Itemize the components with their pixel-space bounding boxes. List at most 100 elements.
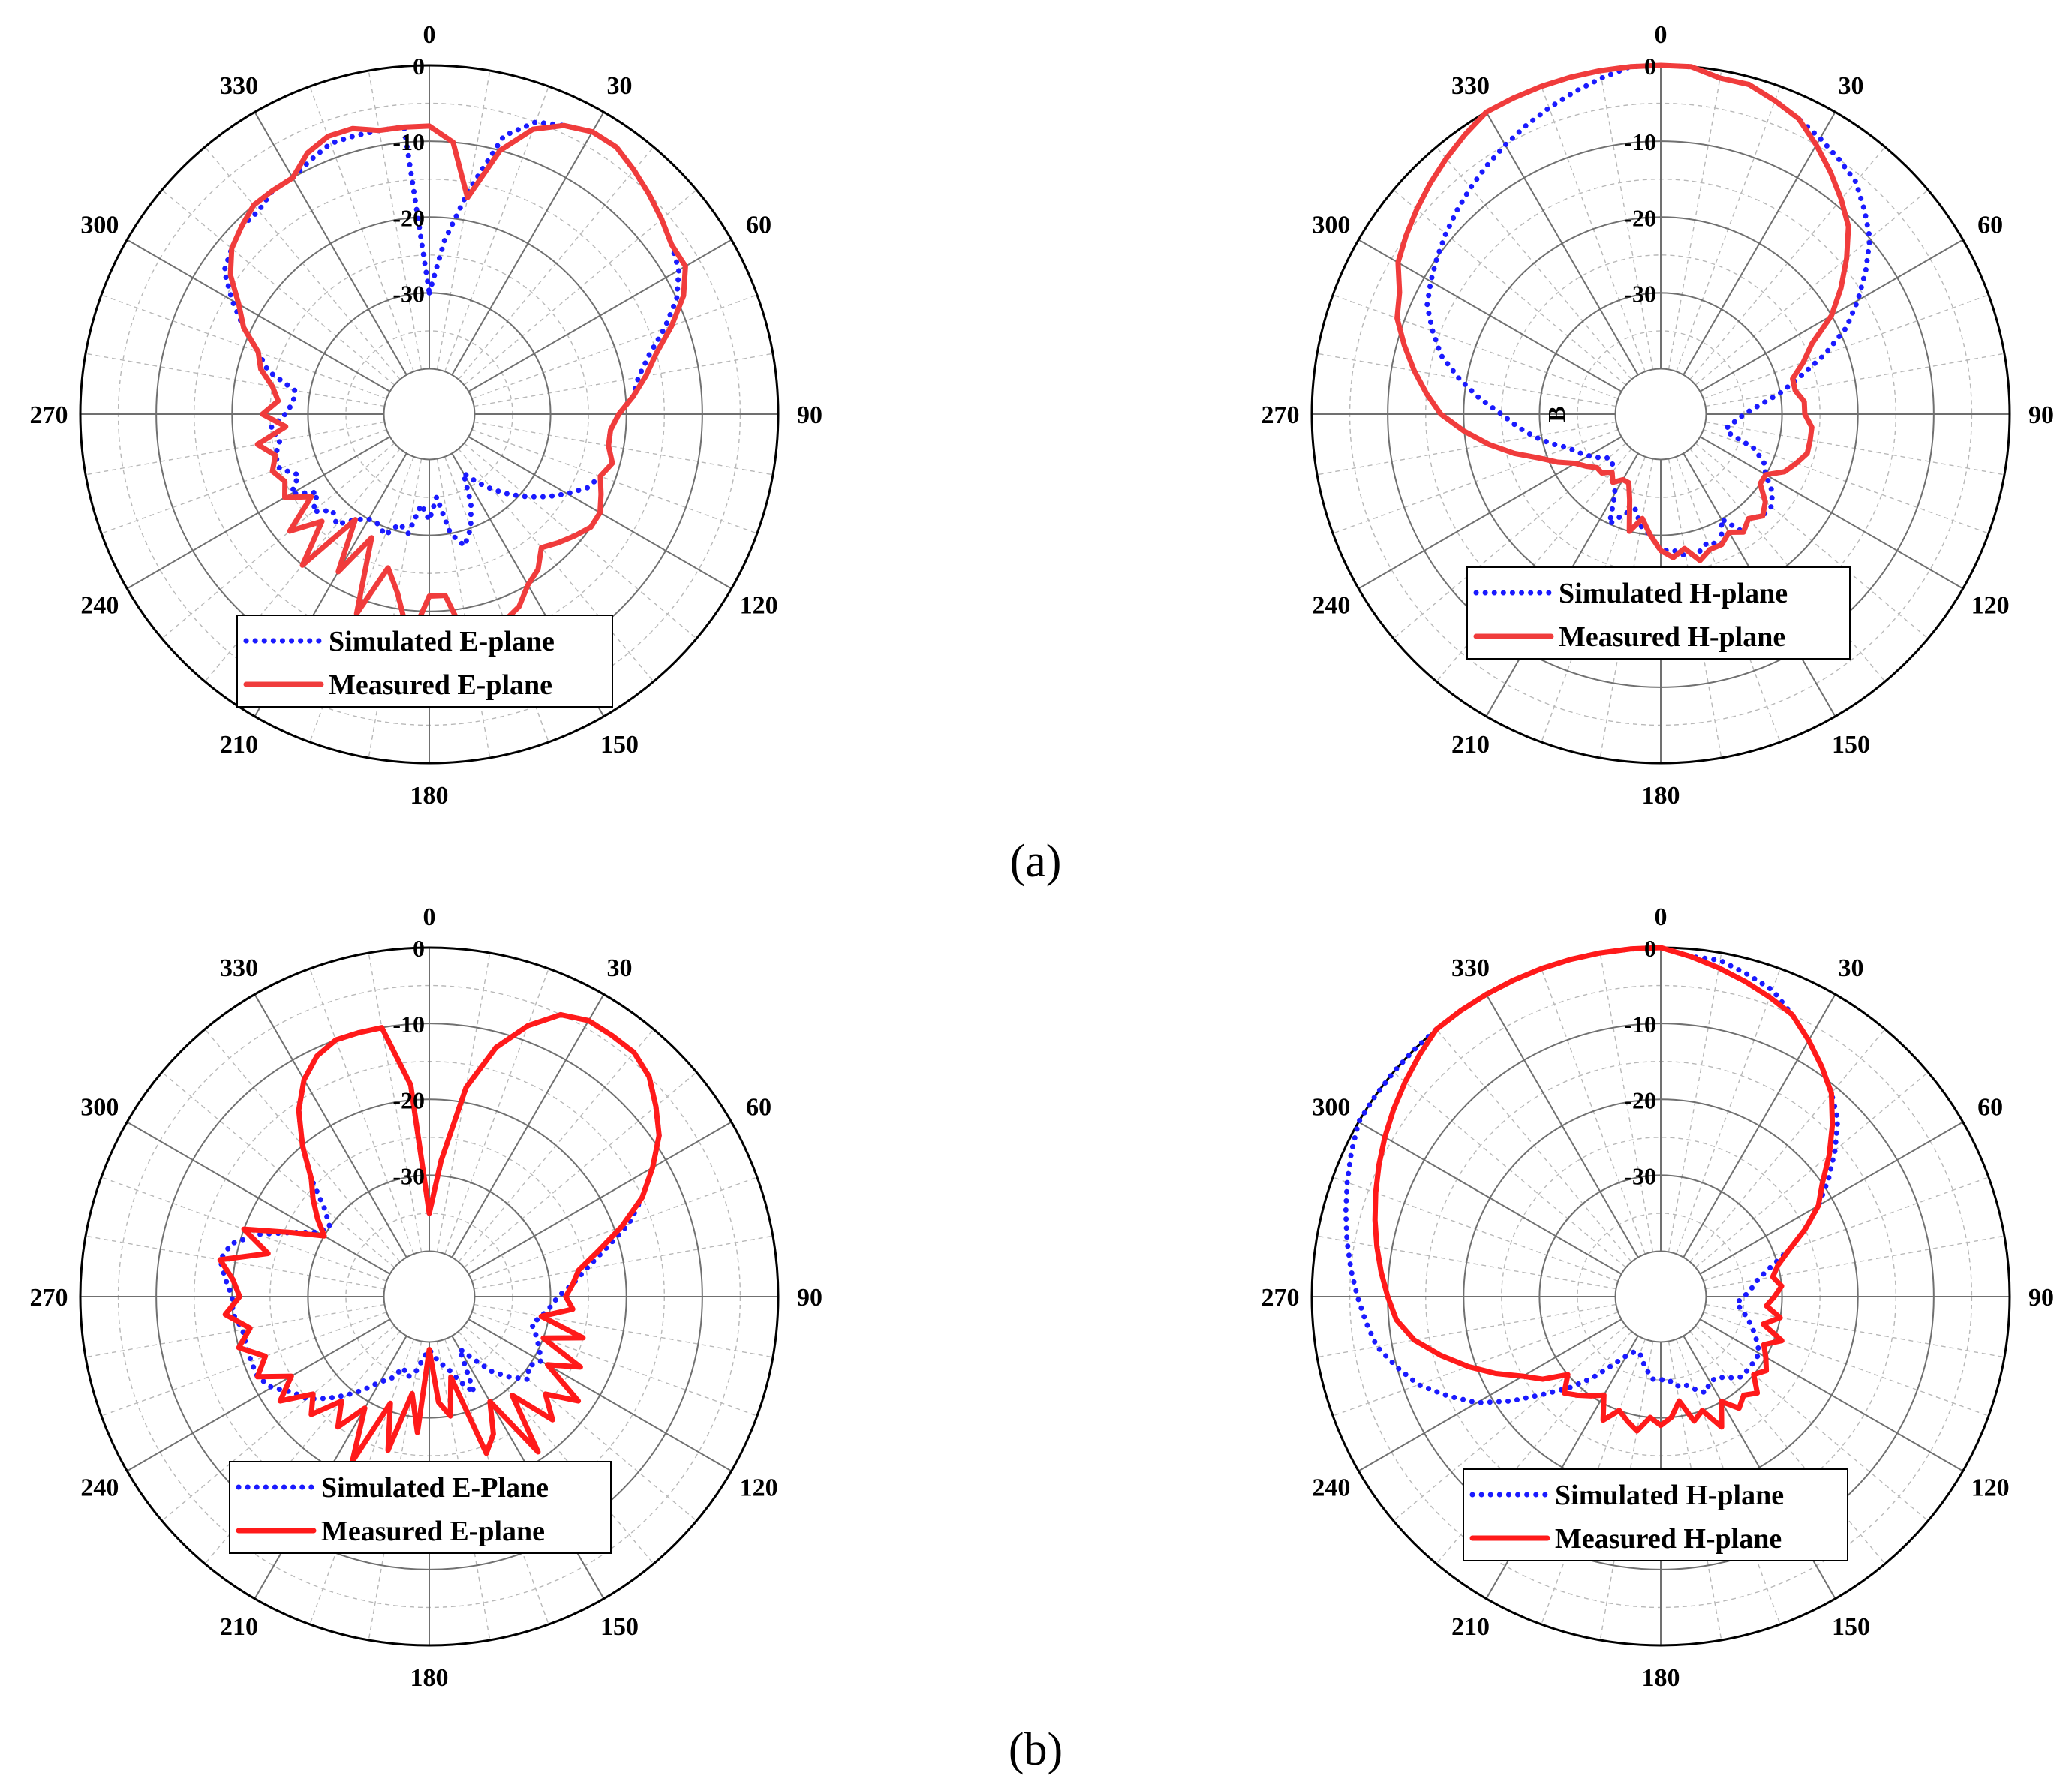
angle-tick-label: 180: [410, 1664, 449, 1692]
angle-tick-label: 240: [80, 1474, 119, 1502]
major-spoke: [254, 993, 407, 1258]
major-spoke: [468, 1318, 732, 1472]
angle-tick-label: 90: [2028, 401, 2054, 429]
outer-frame: [79, 64, 780, 765]
major-spoke: [1358, 1318, 1622, 1472]
angle-tick-label: 210: [220, 1613, 258, 1641]
radial-tick-label: -20: [1624, 1086, 1656, 1113]
radial-tick-label: -30: [392, 1162, 425, 1189]
angle-tick-label: 210: [1451, 1613, 1490, 1641]
angle-tick-label: 150: [1832, 1613, 1870, 1641]
angle-tick-label: 180: [1642, 782, 1680, 810]
angle-tick-label: 300: [1312, 1094, 1350, 1122]
radial-tick-label: -10: [392, 1011, 425, 1038]
radial-tick-label: -20: [392, 1086, 425, 1113]
angle-tick-label: 60: [1977, 212, 2003, 239]
major-spoke: [1699, 1121, 1964, 1275]
radial-tick-label: -20: [1624, 204, 1656, 231]
legend-label: Simulated E-plane: [329, 626, 555, 657]
radial-tick-label: 0: [413, 53, 425, 80]
major-spoke: [1358, 239, 1622, 392]
major-spoke: [254, 111, 407, 376]
panel-label-b: (b): [1009, 1724, 1063, 1775]
angle-tick-label: 0: [423, 903, 436, 931]
angle-tick-label: 270: [1262, 401, 1300, 429]
angle-tick-label: 210: [220, 731, 258, 759]
major-spoke: [126, 239, 391, 392]
polar-chart-a-h-plane: 0 -10 -20 -30 0 30 60 90 120 150 180 210 240 270 300 33…: [1262, 21, 2055, 810]
angle-tick-label: 330: [220, 72, 258, 100]
polar-chart-b-h-plane: 0 -10 -20 -30 0 30 60 90 120 150 180 210 240 270 300 33…: [1262, 903, 2055, 1692]
radial-tick-label: -30: [392, 280, 425, 307]
legend-box: [229, 1461, 612, 1554]
angle-tick-label: 150: [1832, 731, 1870, 759]
angle-tick-label: 180: [410, 782, 449, 810]
major-spoke: [1358, 1121, 1622, 1275]
angle-tick-label: 30: [1839, 954, 1864, 982]
major-ring: [1614, 368, 1707, 461]
angle-tick-label: 330: [1451, 72, 1490, 100]
angle-tick-label: 270: [30, 401, 68, 429]
angle-tick-label: 300: [1312, 212, 1350, 239]
major-spoke: [468, 1121, 732, 1275]
radial-tick-label: 0: [413, 935, 425, 962]
angle-tick-label: 240: [1312, 592, 1350, 620]
measured-series-line: [1394, 62, 1851, 563]
angle-tick-label: 120: [740, 1474, 778, 1502]
angle-tick-label: 30: [607, 954, 633, 982]
angle-tick-label: 120: [1971, 1474, 2010, 1502]
major-ring: [383, 1250, 476, 1343]
legend-label: Simulated E-Plane: [321, 1472, 549, 1504]
measured-series-line: [1372, 945, 1836, 1434]
annotation-label: B: [1543, 406, 1570, 422]
major-spoke: [451, 993, 605, 1258]
angle-tick-label: 90: [2028, 1284, 2054, 1312]
major-spoke: [1485, 993, 1639, 1258]
legend-label: Simulated H-plane: [1559, 578, 1788, 609]
radial-tick-label: -30: [1624, 280, 1656, 307]
simulated-series-line: [221, 119, 682, 549]
angle-tick-label: 0: [423, 21, 436, 49]
legend: Simulated E-Plane Measured E-plane: [229, 1461, 612, 1554]
panel-label-a: (a): [1010, 836, 1062, 887]
radial-tick-label: -10: [1624, 1011, 1656, 1038]
angle-tick-label: 120: [740, 592, 778, 620]
major-spoke: [1485, 111, 1639, 376]
major-spoke: [1358, 436, 1622, 590]
polar-chart-a-e-plane: 0 -10 -20 -30 0 30 60 90 120 150 180 210 240 270 300 33…: [30, 21, 823, 810]
major-spoke: [1699, 436, 1964, 590]
radial-tick-label: 0: [1644, 53, 1656, 80]
angle-tick-label: 90: [797, 1284, 822, 1312]
angle-tick-label: 90: [797, 401, 822, 429]
measured-series-line: [227, 122, 688, 659]
legend: Simulated H-plane Measured H-plane: [1463, 1468, 1848, 1561]
radial-tick-label: -10: [1624, 128, 1656, 155]
angle-tick-label: 0: [1655, 21, 1668, 49]
angle-tick-label: 330: [220, 954, 258, 982]
angle-tick-label: 0: [1655, 903, 1668, 931]
major-spoke: [126, 1121, 391, 1275]
major-spoke: [468, 239, 732, 392]
major-spoke: [126, 1318, 391, 1472]
angle-tick-label: 30: [1839, 72, 1864, 100]
major-spoke: [126, 436, 391, 590]
major-spoke: [451, 111, 605, 376]
legend: Simulated H-plane Measured H-plane: [1466, 566, 1851, 660]
legend-label: Measured E-plane: [329, 669, 552, 701]
angle-tick-label: 150: [600, 731, 639, 759]
legend-label: Measured H-plane: [1555, 1523, 1782, 1555]
legend-label: Simulated H-plane: [1555, 1480, 1784, 1511]
legend: Simulated E-plane Measured E-plane: [236, 615, 613, 708]
angle-tick-label: 270: [1262, 1284, 1300, 1312]
angle-tick-label: 60: [746, 1094, 771, 1122]
angle-tick-label: 150: [600, 1613, 639, 1641]
major-spoke: [1699, 1318, 1964, 1472]
angle-tick-label: 330: [1451, 954, 1490, 982]
legend-label: Measured E-plane: [321, 1516, 545, 1547]
angle-tick-label: 180: [1642, 1664, 1680, 1692]
major-spoke: [1683, 111, 1836, 376]
polar-chart-b-e-plane: 0 -10 -20 -30 0 30 60 90 120 150 180 210 240 270 300 33…: [30, 903, 823, 1692]
measured-series-line: [217, 1011, 662, 1465]
angle-tick-label: 240: [80, 592, 119, 620]
